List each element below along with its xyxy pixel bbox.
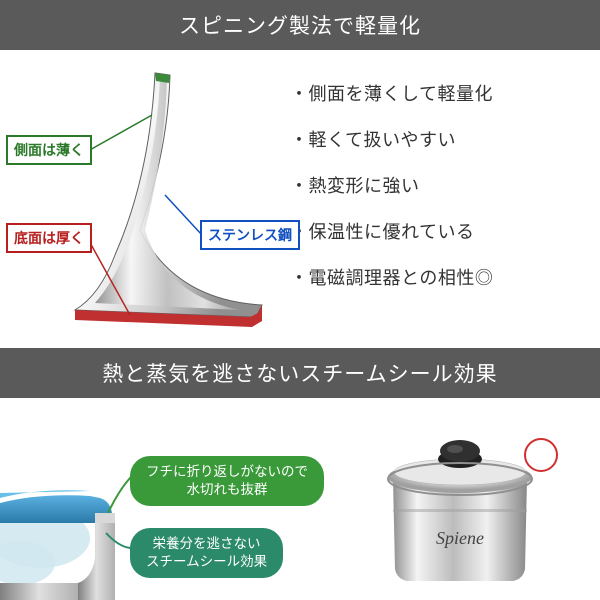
feature-item: ・電磁調理器との相性◎ <box>290 264 590 290</box>
label-side-thin: 側面は薄く <box>6 135 92 165</box>
bubble-line: 栄養分を逃さない <box>153 536 261 551</box>
bubble-rim-drainage: フチに折り返しがないので 水切れも抜群 <box>130 456 324 506</box>
header-1: スピニング製法で軽量化 <box>0 0 600 50</box>
pot-photo-area: Spiene <box>320 398 600 600</box>
bubble-line: フチに折り返しがないので <box>146 464 308 479</box>
pot-illustration: Spiene <box>355 409 565 589</box>
feature-item: ・軽くて扱いやすい <box>290 126 590 152</box>
feature-item: ・熱変形に強い <box>290 172 590 198</box>
label-stainless-steel: ステンレス鋼 <box>200 220 300 250</box>
label-bottom-thick: 底面は厚く <box>6 223 92 253</box>
spinning-diagram: 側面は薄く 底面は厚く ステンレス鋼 <box>0 50 285 348</box>
cross-section-curve <box>0 55 285 345</box>
bubble-line: 水切れも抜群 <box>187 482 268 497</box>
feature-item: ・保温性に優れている <box>290 218 590 244</box>
brand-text: Spiene <box>436 528 484 548</box>
feature-item: ・側面を薄くして軽量化 <box>290 80 590 106</box>
section-spinning: 側面は薄く 底面は厚く ステンレス鋼 ・側面を薄くして軽量化 ・軽くて扱いやすい… <box>0 50 600 348</box>
header-2: 熱と蒸気を逃さないスチームシール効果 <box>0 348 600 398</box>
section-steam-seal: フチに折り返しがないので 水切れも抜群 栄養分を逃さない スチームシール効果 <box>0 398 600 600</box>
rim-highlight-circle <box>524 438 558 472</box>
pot-cross-section-diagram: フチに折り返しがないので 水切れも抜群 栄養分を逃さない スチームシール効果 <box>0 398 320 600</box>
bubble-steam-seal: 栄養分を逃さない スチームシール効果 <box>130 528 283 578</box>
bubble-line: スチームシール効果 <box>146 554 267 569</box>
feature-list: ・側面を薄くして軽量化 ・軽くて扱いやすい ・熱変形に強い ・保温性に優れている… <box>285 50 600 348</box>
